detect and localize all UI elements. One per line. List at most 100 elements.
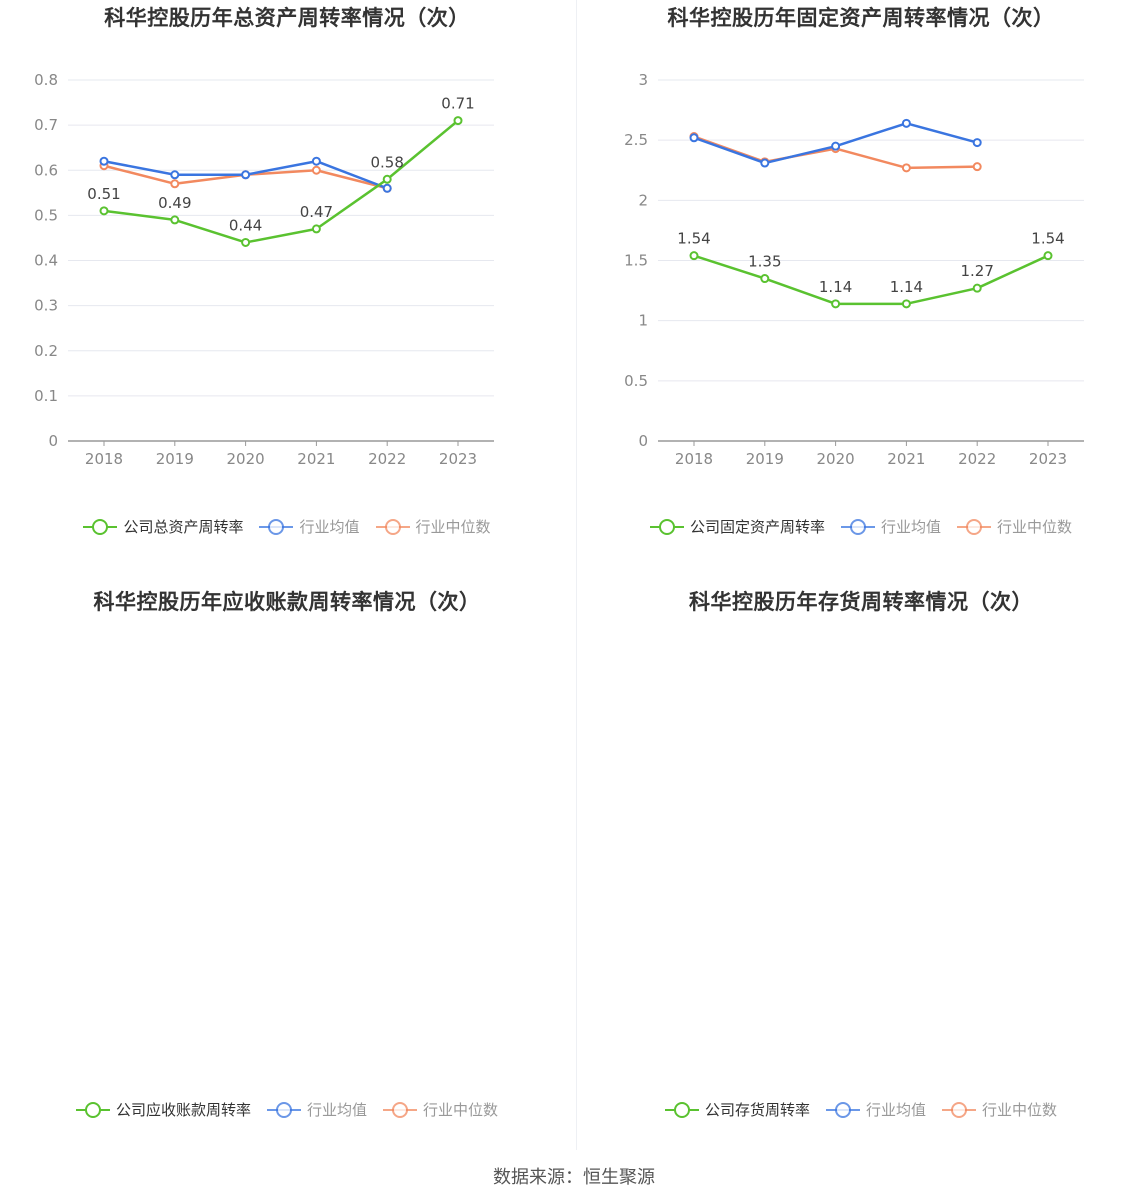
data-point-avg	[382, 183, 392, 193]
data-point-company	[901, 299, 911, 309]
line-chart: 0 0.5 1 1.5 2 2.5 3 2018 2019 2020 2021 2022 2023 1.5…	[624, 71, 1084, 468]
y-tick-label: 0.3	[34, 297, 58, 315]
legend-label: 行业中位数	[997, 518, 1073, 536]
legend-item-median[interactable]: 行业中位数	[942, 1099, 1057, 1120]
data-point-company	[241, 237, 251, 247]
legend-item-median[interactable]: 行业中位数	[957, 516, 1072, 537]
x-tick-label: 2022	[958, 450, 996, 468]
data-point-company	[689, 251, 699, 261]
data-point-company	[831, 299, 841, 309]
data-point-avg	[241, 170, 251, 180]
data-point-avg	[689, 133, 699, 143]
chart-title: 科华控股历年应收账款周转率情况（次）	[93, 590, 481, 614]
data-label: 1.54	[1031, 230, 1064, 248]
data-point-avg	[760, 158, 770, 168]
series-line-company	[103, 119, 459, 244]
legend-label: 行业均值	[306, 1101, 367, 1119]
line-chart: 012342018201920202021202220233.493.233.0…	[574, 583, 1148, 1166]
data-label: 0.44	[229, 216, 262, 234]
data-point-avg	[901, 118, 911, 128]
legend-item-avg[interactable]: 行业均值	[266, 1099, 367, 1120]
legend-marker-icon	[825, 1101, 860, 1118]
chart-panel-fixed-asset-turnover: 科华控股历年固定资产周转率情况（次） 0 0.5 1 1.5 2 2.5 3 2018 2019…	[574, 0, 1148, 583]
data-label: 0.58	[370, 153, 403, 171]
legend: 公司存货周转率 行业均值 行业中位数	[574, 1099, 1148, 1120]
y-tick-label: 0.6	[34, 161, 58, 179]
data-point-company	[453, 116, 463, 126]
data-point-company	[382, 174, 392, 184]
data-point-median	[901, 163, 911, 173]
chart-panel-inventory-turnover: 科华控股历年存货周转率情况（次） 01234201820192020202120…	[574, 583, 1148, 1166]
data-point-median	[311, 165, 321, 175]
data-point-avg	[972, 138, 982, 148]
legend-item-median[interactable]: 行业中位数	[383, 1099, 498, 1120]
legend-marker-icon	[664, 1101, 699, 1118]
data-point-company	[99, 206, 109, 216]
x-tick-label: 2018	[675, 450, 713, 468]
data-label: 1.14	[819, 278, 852, 296]
legend-item-company[interactable]: 公司应收账款周转率	[75, 1099, 251, 1120]
data-point-company	[1043, 251, 1053, 261]
chart-title: 科华控股历年总资产周转率情况（次）	[104, 6, 470, 30]
x-tick-label: 2018	[85, 450, 123, 468]
legend-label: 行业中位数	[423, 1101, 499, 1119]
x-tick-label: 2023	[439, 450, 477, 468]
x-tick-label: 2023	[1029, 450, 1067, 468]
legend-marker-icon	[942, 1101, 976, 1118]
legend-marker-icon	[383, 1101, 417, 1118]
legend-item-avg[interactable]: 行业均值	[825, 1099, 926, 1120]
data-label: 1.27	[960, 262, 993, 280]
x-tick-label: 2021	[297, 450, 335, 468]
data-label: 1.54	[677, 230, 710, 248]
legend-item-company[interactable]: 公司总资产周转率	[83, 516, 243, 537]
x-tick-label: 2021	[887, 450, 925, 468]
legend-marker-icon	[75, 1101, 110, 1118]
x-tick-label: 2020	[227, 450, 265, 468]
chart-title: 科华控股历年固定资产周转率情况（次）	[667, 6, 1055, 30]
y-tick-label: 0.1	[34, 387, 58, 405]
x-tick-label: 2019	[156, 450, 194, 468]
data-point-company	[170, 215, 180, 225]
data-point-median	[170, 179, 180, 189]
data-label: 1.35	[748, 253, 781, 271]
legend-item-avg[interactable]: 行业均值	[840, 516, 941, 537]
panel-divider	[576, 0, 577, 1150]
legend-marker-icon	[259, 518, 294, 535]
data-point-avg	[311, 156, 321, 166]
legend-label: 公司应收账款周转率	[115, 1101, 251, 1119]
legend-label: 行业均值	[880, 518, 941, 536]
y-tick-label: 0.5	[34, 206, 58, 224]
data-point-avg	[170, 170, 180, 180]
data-label: 0.51	[87, 185, 120, 203]
y-tick-label: 2.5	[624, 131, 648, 149]
y-tick-label: 1.5	[624, 252, 648, 270]
legend-item-median[interactable]: 行业中位数	[375, 516, 491, 537]
legend-item-company[interactable]: 公司固定资产周转率	[649, 516, 825, 537]
legend-label: 公司固定资产周转率	[689, 518, 825, 536]
data-label: 0.47	[300, 203, 333, 221]
legend-label: 行业中位数	[415, 518, 491, 536]
series-line-company	[693, 254, 1049, 306]
data-label: 0.71	[441, 95, 474, 113]
legend-marker-icon	[83, 518, 118, 535]
line-chart: 0 0.1 0.2 0.3 0.4 0.5 0.6 0.7 0.8 2018 2019 2020 202…	[34, 71, 494, 468]
x-tick-label: 2020	[817, 450, 855, 468]
legend: 公司总资产周转率 行业均值 行业中位数	[0, 516, 574, 537]
legend-item-avg[interactable]: 行业均值	[259, 516, 360, 537]
legend-marker-icon	[840, 518, 875, 535]
y-tick-label: 2	[638, 191, 648, 209]
chart-panel-total-asset-turnover: 科华控股历年总资产周转率情况（次） 0 0.1 0.2 0.3 0.4 0.5 0.6 0.7…	[0, 0, 574, 583]
legend-item-company[interactable]: 公司存货周转率	[664, 1099, 810, 1120]
legend-label: 公司存货周转率	[704, 1101, 810, 1119]
chart-title: 科华控股历年存货周转率情况（次）	[689, 590, 1033, 614]
legend-label: 行业均值	[299, 518, 360, 536]
data-source-note: 数据来源：恒生聚源	[493, 1167, 655, 1188]
data-point-company	[972, 283, 982, 293]
data-point-median	[972, 162, 982, 172]
y-tick-label: 0.2	[34, 342, 58, 360]
legend-marker-icon	[375, 518, 410, 535]
data-label: 0.49	[158, 194, 191, 212]
legend-marker-icon	[957, 518, 991, 535]
line-chart: 0123452018201920202021202220232.952.863.…	[0, 583, 574, 1166]
legend-label: 行业中位数	[982, 1101, 1058, 1119]
